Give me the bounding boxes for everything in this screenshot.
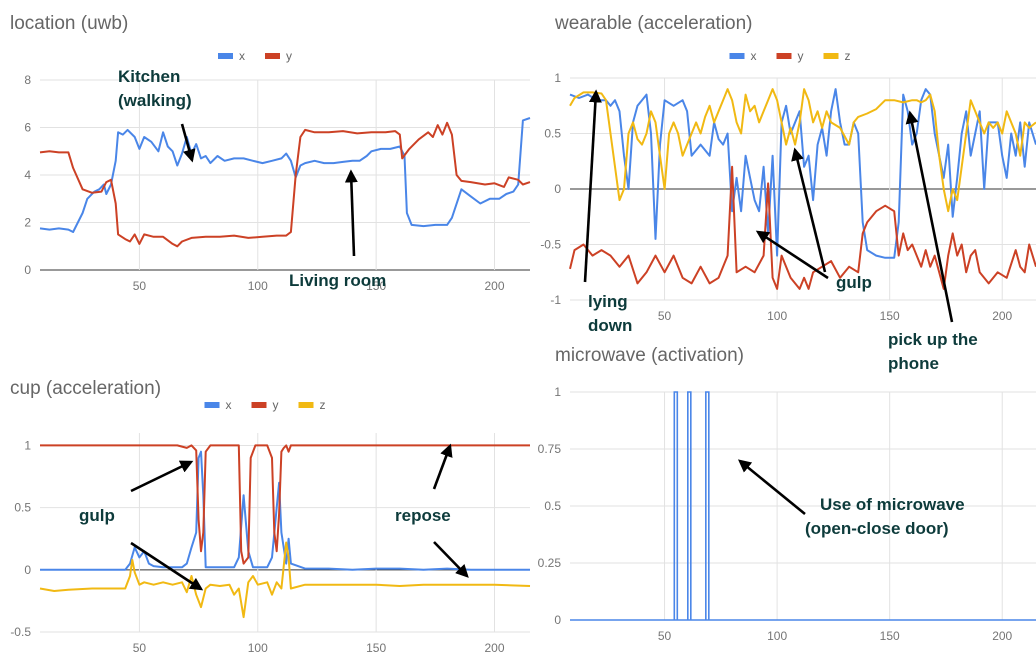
cup-legend-label-y: y: [273, 398, 279, 412]
arrow-gulp-wearable-2: [791, 147, 827, 273]
annotation-microwave-line2: (open-close door): [805, 519, 949, 538]
wearable-legend-swatch-z: [823, 53, 839, 59]
annotation-lying-line1: lying: [588, 292, 628, 311]
microwave-ytick-label-2: 0.5: [544, 499, 561, 513]
cup-title: cup (acceleration): [10, 378, 161, 399]
microwave-xtick-label-1: 100: [767, 629, 787, 643]
location-legend-swatch-x: [218, 53, 233, 59]
location-xtick-label-0: 50: [133, 279, 147, 293]
wearable-ytick-label-3: 0.5: [544, 127, 561, 141]
annotation-layer: Kitchen (walking) Living room lying down…: [79, 67, 978, 591]
cup-xtick-label-3: 200: [484, 641, 504, 655]
location-ytick-label-1: 2: [24, 216, 31, 230]
arrow-microwave: [737, 459, 806, 516]
wearable-ytick-label-1: -0.5: [540, 238, 561, 252]
microwave-ytick-label-4: 1: [554, 385, 561, 399]
location-xtick-label-1: 100: [248, 279, 268, 293]
arrow-gulp-wearable-1: [755, 230, 829, 280]
cup-xtick-label-1: 100: [248, 641, 268, 655]
location-ytick-label-3: 6: [24, 121, 31, 135]
location-legend-label-x: x: [239, 49, 245, 63]
location-xtick-label-3: 200: [484, 279, 504, 293]
wearable-legend-label-z: z: [845, 49, 851, 63]
wearable-xtick-label-0: 50: [658, 309, 672, 323]
arrow-phone: [905, 110, 954, 323]
wearable-xtick-label-3: 200: [992, 309, 1012, 323]
wearable-legend-swatch-x: [729, 53, 745, 59]
cup-legend-label-x: x: [226, 398, 232, 412]
location-series-y: [39, 121, 531, 248]
cup-series-x: [40, 450, 530, 571]
cup-legend-swatch-x: [204, 402, 220, 408]
cup-series-z: [39, 541, 531, 619]
cup-xtick-label-0: 50: [133, 641, 147, 655]
cup-series-y: [40, 444, 530, 565]
location-legend-label-y: y: [286, 49, 292, 63]
microwave-pulse-2: [705, 391, 710, 620]
wearable-legend-label-y: y: [798, 49, 804, 63]
microwave-xtick-label-3: 200: [992, 629, 1012, 643]
annotation-phone-line1: pick up the: [888, 330, 978, 349]
wearable-series-z: [569, 88, 1036, 213]
microwave-ytick-label-3: 0.75: [538, 442, 562, 456]
wearable-series-y: [569, 165, 1036, 290]
wearable-title: wearable (acceleration): [554, 13, 753, 34]
annotation-phone-line2: phone: [888, 354, 939, 373]
cup-legend-swatch-y: [251, 402, 267, 408]
microwave-title: microwave (activation): [555, 345, 744, 366]
arrow-kitchen: [180, 123, 196, 163]
cup-xtick-label-2: 150: [366, 641, 386, 655]
arrow-repose-2: [433, 541, 469, 578]
arrow-repose-1: [432, 443, 453, 490]
location-ytick-label-0: 0: [24, 263, 31, 277]
wearable-xtick-label-1: 100: [767, 309, 787, 323]
cup-ytick-label-3: 1: [24, 438, 31, 452]
annotation-lying-line2: down: [588, 316, 632, 335]
cup-ytick-label-2: 0.5: [14, 501, 31, 515]
location-xtick-label-2: 150: [366, 279, 386, 293]
annotation-gulp-cup: gulp: [79, 506, 115, 525]
arrow-living-room: [344, 169, 358, 257]
wearable-legend-label-x: x: [751, 49, 757, 63]
annotation-kitchen-line1: Kitchen: [118, 67, 180, 86]
cup-legend-label-z: z: [320, 398, 326, 412]
location-ytick-label-2: 4: [24, 168, 31, 182]
annotation-kitchen-line2: (walking): [118, 91, 192, 110]
wearable-series-x: [569, 88, 1036, 259]
wearable-xtick-label-2: 150: [880, 309, 900, 323]
wearable-ytick-label-0: -1: [550, 293, 561, 307]
wearable-ytick-label-2: 0: [554, 182, 561, 196]
cup-legend-swatch-z: [298, 402, 314, 408]
annotation-microwave-line1: Use of microwave: [820, 495, 965, 514]
microwave-xtick-label-2: 150: [880, 629, 900, 643]
location-title: location (uwb): [10, 13, 128, 34]
cup-ytick-label-0: -0.5: [10, 625, 31, 639]
wearable-ytick-label-4: 1: [554, 71, 561, 85]
annotation-repose: repose: [395, 506, 451, 525]
cup-ytick-label-1: 0: [24, 563, 31, 577]
microwave-ytick-label-0: 0: [554, 613, 561, 627]
microwave-ytick-label-1: 0.25: [538, 556, 562, 570]
microwave-xtick-label-0: 50: [658, 629, 672, 643]
arrow-gulp-cup-2: [130, 541, 204, 591]
wearable-legend-swatch-y: [776, 53, 792, 59]
annotation-gulp-wearable: gulp: [836, 273, 872, 292]
microwave-pulse-1: [687, 391, 692, 620]
location-legend-swatch-y: [265, 53, 280, 59]
annotation-living-room: Living room: [289, 271, 386, 290]
location-ytick-label-4: 8: [24, 73, 31, 87]
arrow-gulp-cup-1: [130, 460, 194, 493]
arrow-lying: [583, 89, 602, 283]
location-series-x: [39, 117, 531, 233]
microwave-pulse-0: [673, 391, 679, 620]
location-chart: location (uwb) 0 2 4 6 8 50 100 150 200 x y: [10, 13, 531, 293]
